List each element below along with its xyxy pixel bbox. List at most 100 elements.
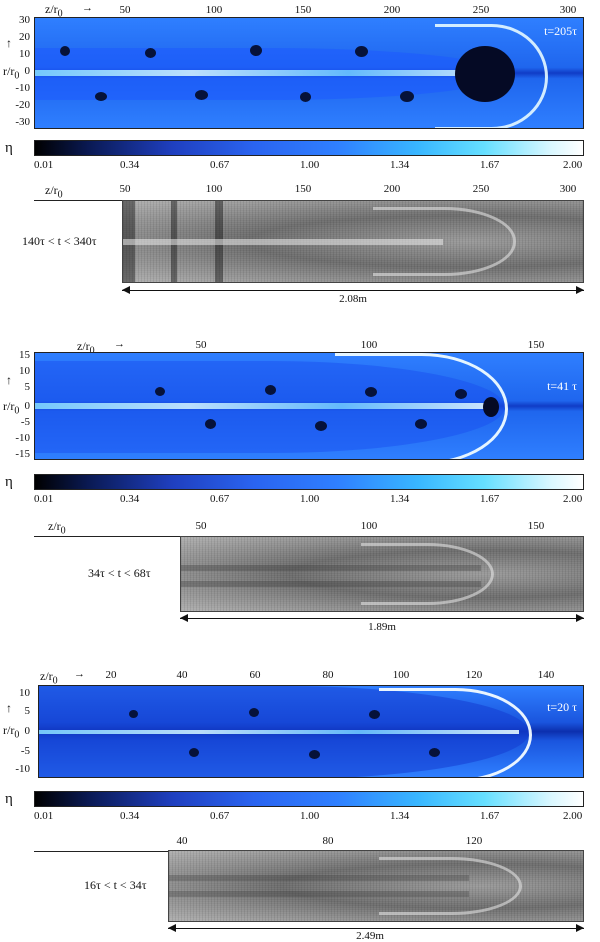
- eta-label: η: [5, 791, 13, 807]
- colorbar-tick: 1.67: [480, 493, 500, 505]
- colorbar-tick: 0.34: [120, 159, 140, 171]
- sim-x-tick: 40: [176, 669, 188, 681]
- up-arrow-icon: ↑: [6, 373, 12, 387]
- sim-y-tick: 5: [24, 381, 31, 393]
- sim-y-tick: -30: [15, 116, 30, 128]
- experiment-image: [168, 850, 584, 922]
- exp-axis: [34, 522, 584, 537]
- colorbar-tick: 0.01: [34, 810, 54, 822]
- simulation-image: t=205τ: [34, 17, 584, 129]
- simulation-image: t=41 τ: [34, 352, 584, 460]
- eta-label: η: [5, 140, 13, 156]
- right-arrow-icon: →: [82, 2, 93, 14]
- z-axis-label: z/r0: [45, 183, 63, 201]
- sim-x-tick: 80: [322, 669, 334, 681]
- colorbar-tick: 2.00: [563, 810, 583, 822]
- r-axis-label: r/r0: [3, 399, 20, 417]
- time-range-label: 34τ < t < 68τ: [88, 566, 151, 580]
- experiment-image: [122, 200, 584, 283]
- sim-y-tick: -10: [15, 432, 30, 444]
- sim-y-tick: 10: [19, 365, 30, 377]
- right-arrow-icon: →: [74, 668, 85, 680]
- scale-bar: [122, 286, 584, 294]
- scale-label: 2.49m: [356, 930, 384, 942]
- panel-3: z/r0 → 20 40 60 80 100 120 140 ↑ r/r0 10…: [0, 665, 600, 942]
- colorbar: [34, 140, 584, 156]
- sim-y-tick: 20: [19, 31, 30, 43]
- colorbar-tick: 1.67: [480, 810, 500, 822]
- sim-y-tick: 15: [19, 349, 30, 361]
- sim-x-tick: 20: [105, 669, 117, 681]
- colorbar: [34, 791, 584, 807]
- colorbar-tick: 0.01: [34, 493, 54, 505]
- colorbar-tick: 2.00: [563, 159, 583, 171]
- time-range-label: 140τ < t < 340τ: [22, 234, 97, 248]
- r-axis-label: r/r0: [3, 64, 20, 82]
- r-axis-label: r/r0: [3, 723, 20, 741]
- colorbar-tick: 1.34: [390, 493, 410, 505]
- exp-x-tick: 100: [205, 183, 223, 195]
- colorbar-tick: 2.00: [563, 493, 583, 505]
- colorbar-tick: 0.67: [210, 493, 230, 505]
- sim-x-tick: 50: [119, 4, 131, 16]
- sim-x-tick: 120: [465, 669, 483, 681]
- sim-x-tick: 150: [294, 4, 312, 16]
- time-label: t=20 τ: [547, 700, 577, 714]
- colorbar-tick: 0.67: [210, 159, 230, 171]
- time-label: t=41 τ: [547, 379, 577, 393]
- colorbar: [34, 474, 584, 490]
- sim-y-tick: 5: [24, 705, 31, 717]
- colorbar-tick: 1.67: [480, 159, 500, 171]
- sim-x-tick: 200: [383, 4, 401, 16]
- exp-x-tick: 150: [527, 520, 545, 532]
- time-label: t=205τ: [544, 24, 577, 38]
- sim-x-tick: 50: [195, 339, 207, 351]
- panel-2: z/r0 → 50 100 150 ↑ r/r0 15 10 5 0 -5 -1…: [0, 335, 600, 635]
- exp-x-tick: 120: [465, 835, 483, 847]
- colorbar-tick: 0.67: [210, 810, 230, 822]
- scale-bar: [180, 614, 584, 622]
- sim-x-tick: 300: [559, 4, 577, 16]
- exp-x-tick: 40: [176, 835, 188, 847]
- sim-y-tick: 30: [19, 14, 30, 26]
- sim-y-tick: -20: [15, 99, 30, 111]
- eta-label: η: [5, 474, 13, 490]
- colorbar-tick: 1.00: [300, 159, 320, 171]
- colorbar-tick: 1.00: [300, 810, 320, 822]
- sim-x-tick: 250: [472, 4, 490, 16]
- scale-label: 1.89m: [368, 621, 396, 633]
- exp-x-tick: 150: [294, 183, 312, 195]
- exp-x-tick: 80: [322, 835, 334, 847]
- exp-x-tick: 50: [195, 520, 207, 532]
- scale-label: 2.08m: [339, 293, 367, 305]
- z-axis-label: z/r0: [45, 2, 63, 20]
- exp-x-tick: 50: [119, 183, 131, 195]
- up-arrow-icon: ↑: [6, 701, 12, 715]
- sim-y-tick: 10: [19, 687, 30, 699]
- z-axis-label: z/r0: [77, 339, 95, 357]
- sim-y-tick: -10: [15, 763, 30, 775]
- z-axis-label: z/r0: [48, 519, 66, 537]
- colorbar-tick: 0.34: [120, 493, 140, 505]
- sim-x-tick: 150: [527, 339, 545, 351]
- time-range-label: 16τ < t < 34τ: [84, 878, 147, 892]
- colorbar-tick: 1.34: [390, 810, 410, 822]
- sim-x-tick: 140: [537, 669, 555, 681]
- sim-x-tick: 100: [205, 4, 223, 16]
- experiment-image: [180, 536, 584, 612]
- colorbar-tick: 0.01: [34, 159, 54, 171]
- sim-y-tick: 10: [19, 48, 30, 60]
- sim-x-tick: 100: [392, 669, 410, 681]
- exp-x-tick: 250: [472, 183, 490, 195]
- exp-x-tick: 100: [360, 520, 378, 532]
- sim-y-tick: 0: [24, 725, 31, 737]
- up-arrow-icon: ↑: [6, 36, 12, 50]
- sim-x-tick: 60: [249, 669, 261, 681]
- sim-x-tick: 100: [360, 339, 378, 351]
- sim-y-tick: -10: [15, 82, 30, 94]
- right-arrow-icon: →: [114, 338, 125, 350]
- colorbar-tick: 1.00: [300, 493, 320, 505]
- colorbar-tick: 1.34: [390, 159, 410, 171]
- scale-bar: [168, 924, 584, 932]
- exp-x-tick: 200: [383, 183, 401, 195]
